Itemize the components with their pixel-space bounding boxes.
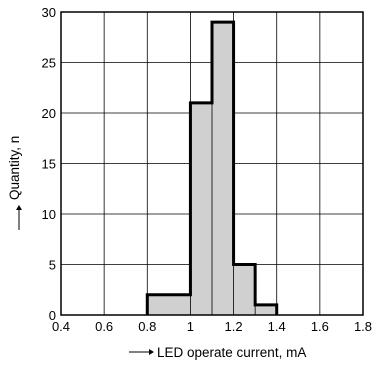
y-tick-labels: 0 5 10 15 20 25 30	[42, 5, 56, 323]
x-tick-label: 0.8	[138, 319, 156, 334]
y-tick-label: 5	[49, 258, 56, 273]
y-tick-label: 25	[42, 56, 56, 71]
histogram-outline	[145, 20, 279, 315]
y-axis-label: Quantity, n	[7, 136, 22, 200]
x-axis-label: LED operate current, mA	[157, 345, 306, 360]
x-tick-label: 1.2	[225, 319, 243, 334]
y-tick-label: 15	[42, 157, 56, 172]
x-tick-label: 1.6	[311, 319, 329, 334]
y-tick-label: 0	[49, 308, 56, 323]
histogram-bar	[255, 304, 277, 315]
histogram-bar	[190, 102, 212, 316]
y-axis-arrow-head	[16, 205, 22, 210]
x-tick-labels: 0.4 0.6 0.8 1 1.2 1.4 1.6 1.8	[52, 319, 372, 334]
x-tick-label: 0.6	[95, 319, 113, 334]
x-tick-label: 0.4	[52, 319, 70, 334]
x-axis-label-group: LED operate current, mA	[129, 345, 306, 360]
y-tick-label: 30	[42, 5, 56, 20]
y-tick-label: 20	[42, 106, 56, 121]
histogram-bins	[145, 20, 279, 316]
x-axis-arrow-head	[149, 349, 154, 355]
histogram-bar	[233, 264, 256, 315]
x-tick-label: 1.8	[354, 319, 372, 334]
y-tick-label: 10	[42, 207, 56, 222]
plot-frame	[60, 11, 364, 316]
x-tick-label: 1	[187, 319, 194, 334]
histogram-bar	[212, 22, 234, 315]
histogram-bar	[147, 294, 191, 315]
x-tick-label: 1.4	[268, 319, 286, 334]
y-axis-label-group: Quantity, n	[7, 136, 22, 230]
